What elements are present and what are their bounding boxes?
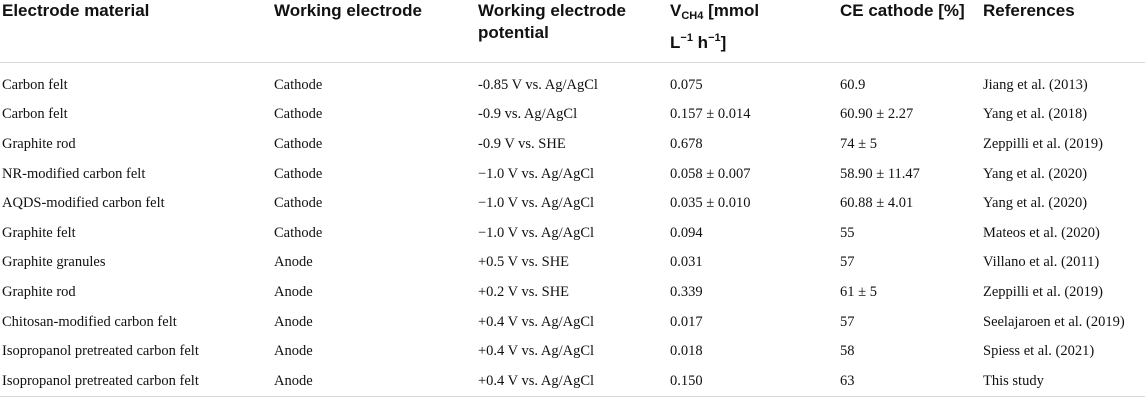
cell-electrode-material: Graphite rod [2,283,76,300]
cell-working-electrode: Cathode [274,135,323,152]
cell-working-electrode: Anode [272,366,476,398]
cell-electrode-material: Graphite granules [2,254,106,271]
table-row: Graphite granules Anode +0.5 V vs. SHE 0.03… [0,248,1145,278]
cell-methane-rate: 0.157 ± 0.014 [670,106,751,123]
cell-methane-rate: 0.678 [670,135,703,152]
cell-electrode-material: Carbon felt [2,106,68,123]
cell-working-electrode: Anode [274,343,313,360]
cell-potential: −1.0 V vs. Ag/AgCl [478,165,595,182]
cell-ce-cathode: 57 [840,254,855,271]
header-methane-rate: VCH4 [mmol L−1 h−1] [668,0,838,63]
header-working-electrode: Working electrode [272,0,476,63]
cell-potential: +0.2 V vs. SHE [478,283,570,300]
cell-potential: -0.9 V vs. SHE [478,135,566,152]
cell-methane-rate: 0.017 [670,313,703,330]
cell-potential: −1.0 V vs. Ag/AgCl [478,195,595,212]
cell-methane-rate: 0.035 ± 0.010 [670,195,751,212]
header-v-sub: CH4 [681,10,704,22]
cell-ce-cathode: 60.9 [840,76,866,93]
cell-methane-rate: 0.018 [670,343,703,360]
cell-electrode-material: Graphite felt [2,224,76,241]
cell-working-electrode: Cathode [274,165,323,182]
cell-reference: Villano et al. (2011) [983,254,1100,271]
cell-reference: This study [981,366,1145,398]
cell-ce-cathode: 74 ± 5 [840,135,877,152]
header-electrode-material: Electrode material [0,0,272,63]
cell-ce-cathode: 58 [840,343,855,360]
table-row: NR-modified carbon felt Cathode −1.0 V vs.… [0,159,1145,189]
cell-reference: Jiang et al. (2013) [983,76,1088,93]
cell-ce-cathode: 58.90 ± 11.47 [840,165,920,182]
cell-methane-rate: 0.150 [668,366,838,398]
header-v-unit-c: h [697,33,709,52]
cell-potential: −1.0 V vs. Ag/AgCl [478,224,595,241]
header-v-unit-d: ] [720,33,727,52]
cell-electrode-material: Graphite rod [2,135,76,152]
cell-potential: +0.4 V vs. Ag/AgCl [476,366,668,398]
cell-potential: +0.5 V vs. SHE [478,254,570,271]
header-v-unit-b: L [670,33,681,52]
cell-working-electrode: Anode [274,254,313,271]
table-row: Graphite rod Anode +0.2 V vs. SHE 0.339 61 ±… [0,278,1145,308]
cell-methane-rate: 0.075 [670,76,703,93]
cell-reference: Zeppilli et al. (2019) [983,135,1103,152]
cell-ce-cathode: 61 ± 5 [840,283,877,300]
header-v-sup: −1 [680,32,693,44]
cell-working-electrode: Cathode [274,106,323,123]
cell-ce-cathode: 60.88 ± 4.01 [840,195,914,212]
cell-reference: Yang et al. (2018) [983,106,1088,123]
cell-electrode-material: AQDS-modified carbon felt [2,195,165,212]
cell-potential: +0.4 V vs. Ag/AgCl [478,313,595,330]
table-row: Graphite rod Cathode -0.9 V vs. SHE 0.678 74… [0,130,1145,160]
header-v-main: V [670,1,682,20]
cell-reference: Mateos et al. (2020) [983,224,1100,241]
cell-ce-cathode: 55 [840,224,855,241]
cell-working-electrode: Cathode [274,76,323,93]
cell-electrode-material: NR-modified carbon felt [2,165,146,182]
table-row: Isopropanol pretreated carbon felt Anode +… [0,337,1145,367]
table-row: Isopropanol pretreated carbon felt Anode +… [0,366,1145,398]
cell-working-electrode: Anode [274,313,313,330]
cell-electrode-material: Isopropanol pretreated carbon felt [2,343,199,360]
cell-ce-cathode: 60.90 ± 2.27 [840,106,914,123]
header-potential: Working electrode potential [476,0,668,63]
cell-electrode-material: Chitosan-modified carbon felt [2,313,177,330]
table-row: Carbon felt Cathode -0.85 V vs. Ag/AgCl 0.0… [0,62,1145,100]
cell-electrode-material: Carbon felt [2,76,68,93]
cell-working-electrode: Cathode [274,195,323,212]
table-row: AQDS-modified carbon felt Cathode −1.0 V v… [0,189,1145,219]
comparison-table: Electrode material Working electrode Wor… [0,0,1145,398]
cell-methane-rate: 0.339 [670,283,703,300]
cell-reference: Spiess et al. (2021) [983,343,1095,360]
header-row: Electrode material Working electrode Wor… [0,0,1145,63]
header-v-sup2: −1 [708,32,721,44]
cell-ce-cathode: 57 [840,313,855,330]
cell-reference: Zeppilli et al. (2019) [983,283,1103,300]
cell-working-electrode: Anode [274,283,313,300]
cell-reference: Seelajaroen et al. (2019) [983,313,1125,330]
cell-methane-rate: 0.058 ± 0.007 [670,165,751,182]
header-references: References [981,0,1145,63]
cell-potential: -0.9 vs. Ag/AgCl [478,106,578,123]
cell-methane-rate: 0.031 [670,254,703,271]
cell-potential: +0.4 V vs. Ag/AgCl [478,343,595,360]
cell-potential: -0.85 V vs. Ag/AgCl [478,76,598,93]
cell-working-electrode: Cathode [274,224,323,241]
cell-methane-rate: 0.094 [670,224,703,241]
header-ce-cathode: CE cathode [%] [838,0,981,63]
table-row: Carbon felt Cathode -0.9 vs. Ag/AgCl 0.157 … [0,100,1145,130]
cell-electrode-material: Isopropanol pretreated carbon felt [0,366,272,398]
cell-ce-cathode: 63 [838,366,981,398]
header-v-unit-a: [mmol [708,1,760,20]
cell-reference: Yang et al. (2020) [983,195,1088,212]
table-row: Chitosan-modified carbon felt Anode +0.4 V… [0,307,1145,337]
table-row: Graphite felt Cathode −1.0 V vs. Ag/AgCl 0.… [0,218,1145,248]
cell-reference: Yang et al. (2020) [983,165,1088,182]
